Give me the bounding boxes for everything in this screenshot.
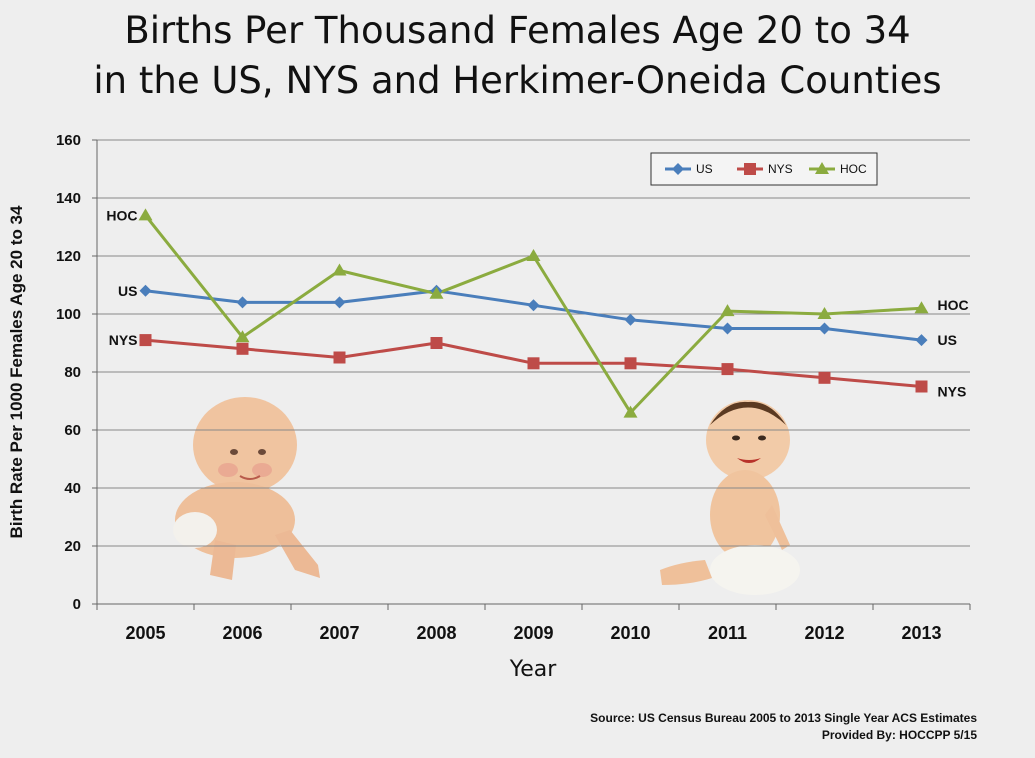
y-tick-label: 60	[64, 422, 81, 439]
diamond-marker	[333, 296, 346, 309]
y-tick-label: 20	[64, 538, 81, 555]
diamond-marker	[915, 334, 928, 347]
gridlines	[92, 139, 970, 605]
triangle-marker	[138, 208, 153, 221]
y-tick-label: 140	[56, 190, 81, 207]
square-marker	[139, 334, 152, 347]
provided-by-line: Provided By: HOCCPP 5/15	[821, 728, 977, 742]
square-marker	[818, 371, 831, 384]
end-label-us: US	[938, 332, 957, 348]
y-axis-label: Birth Rate Per 1000 Females Age 20 to 34	[7, 205, 26, 538]
source-line: Source: US Census Bureau 2005 to 2013 Si…	[590, 711, 977, 725]
y-tick-label: 160	[56, 132, 81, 149]
diamond-marker	[139, 284, 152, 297]
source-note: Source: US Census Bureau 2005 to 2013 Si…	[590, 710, 977, 744]
x-tick-label: 2011	[708, 623, 747, 643]
x-tick-label: 2005	[125, 623, 165, 643]
start-label-us: US	[118, 283, 137, 299]
square-marker	[721, 363, 734, 376]
square-marker	[527, 357, 540, 370]
x-tick-label: 2013	[901, 623, 941, 643]
x-tick-label: 2012	[804, 623, 844, 643]
series-markers	[138, 208, 929, 418]
x-axis-label: Year	[509, 657, 558, 682]
square-marker	[430, 337, 443, 349]
triangle-marker	[815, 162, 829, 174]
baby-illustrations	[173, 397, 800, 595]
triangle-marker	[332, 263, 347, 276]
diamond-marker	[624, 313, 637, 326]
square-marker	[333, 351, 346, 364]
x-axis-tick-labels: 2005 2006 2007 2008 2009 2010 2011 2012 2013	[125, 623, 941, 643]
triangle-marker	[429, 286, 444, 299]
triangle-marker	[817, 307, 832, 319]
square-marker	[915, 380, 928, 393]
triangle-marker	[526, 249, 541, 261]
legend-label-nys: NYS	[768, 162, 793, 176]
x-tick-label: 2010	[610, 623, 650, 643]
triangle-marker	[235, 330, 250, 343]
series-end-labels: HOC US NYS HOC US NYS	[106, 207, 968, 399]
y-tick-label: 100	[56, 306, 81, 323]
chart-title-line-2: in the US, NYS and Herkimer-Oneida Count…	[93, 59, 942, 102]
start-label-nys: NYS	[109, 332, 138, 348]
chart-title-line-1: Births Per Thousand Females Age 20 to 34	[124, 9, 911, 52]
diamond-marker	[672, 163, 684, 175]
diamond-marker	[818, 322, 831, 335]
triangle-marker	[720, 304, 735, 317]
x-tick-label: 2008	[416, 623, 456, 643]
triangle-marker	[623, 405, 638, 418]
start-label-hoc: HOC	[106, 207, 137, 223]
chart-title: Births Per Thousand Females Age 20 to 34…	[0, 6, 1035, 106]
legend-label-us: US	[696, 162, 713, 176]
square-marker	[624, 357, 637, 370]
square-marker	[236, 342, 249, 355]
triangle-marker	[914, 301, 929, 314]
end-label-nys: NYS	[938, 384, 967, 400]
axes	[96, 140, 971, 610]
diamond-marker	[236, 296, 249, 309]
y-tick-label: 40	[64, 480, 81, 497]
sitting-baby-image	[660, 400, 800, 595]
series-line-us	[145, 289, 922, 342]
y-tick-label: 120	[56, 248, 81, 265]
end-label-hoc: HOC	[938, 297, 969, 313]
diamond-marker	[721, 322, 734, 335]
square-marker	[744, 163, 756, 175]
y-axis-tick-labels: 0 20 40 60 80 100 120 140 160	[56, 132, 81, 613]
crawling-baby-image	[173, 397, 320, 580]
x-tick-label: 2009	[513, 623, 553, 643]
legend: US NYS HOC	[650, 152, 878, 186]
x-tick-label: 2006	[222, 623, 262, 643]
y-tick-label: 0	[73, 596, 81, 613]
y-tick-label: 80	[64, 364, 81, 381]
x-tick-label: 2007	[319, 623, 359, 643]
diamond-marker	[527, 299, 540, 312]
legend-label-hoc: HOC	[840, 162, 867, 176]
